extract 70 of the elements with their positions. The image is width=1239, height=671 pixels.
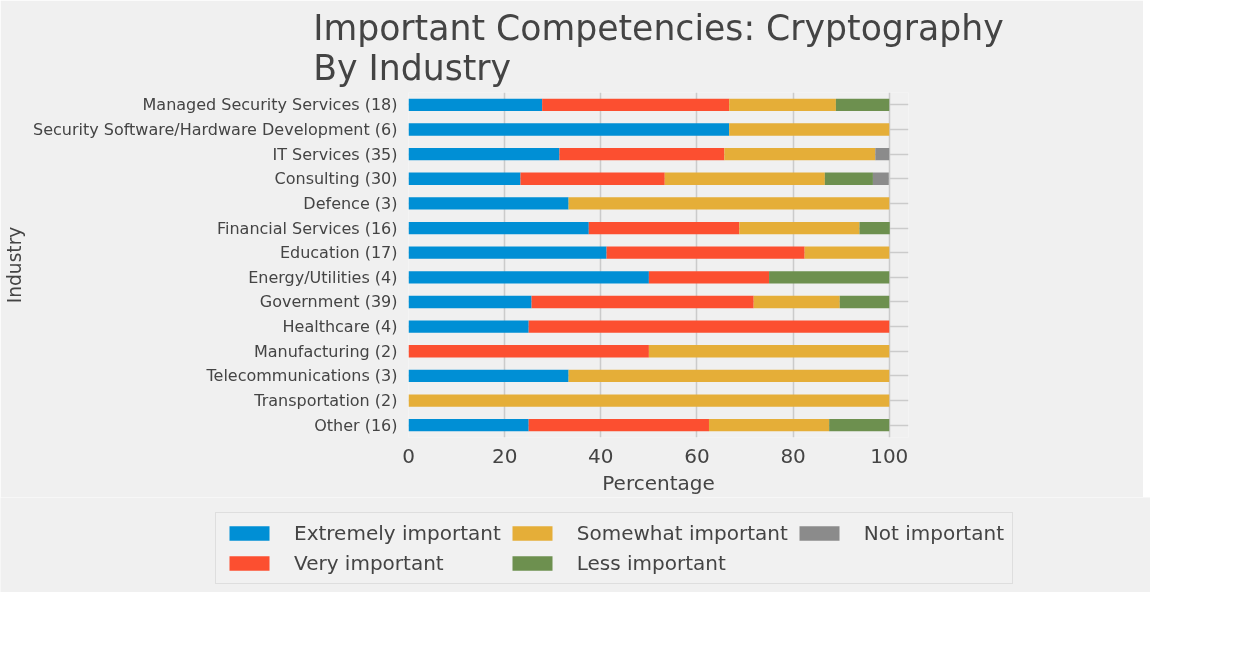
bar <box>708 419 830 432</box>
bar <box>408 320 529 333</box>
y-tick-label: Consulting (30) <box>274 169 398 189</box>
y-tick-label: Transportation (2) <box>253 391 398 411</box>
bar <box>769 271 890 284</box>
bar <box>824 172 873 185</box>
bar <box>408 295 532 309</box>
bar <box>839 295 890 309</box>
chart-title: Important Competencies: Cryptography By Industry <box>313 7 1004 88</box>
legend-label: Extremely important <box>294 521 501 545</box>
bar <box>648 345 890 358</box>
bar <box>408 271 649 284</box>
bar <box>531 295 754 309</box>
bar <box>408 197 569 210</box>
bar <box>408 123 730 136</box>
bar <box>528 419 709 432</box>
bar <box>588 221 740 235</box>
bar <box>408 345 649 358</box>
bar <box>408 172 521 185</box>
bar <box>835 98 890 111</box>
y-tick-label: Security Software/Hardware Development (6) <box>32 119 398 139</box>
bar <box>568 197 890 210</box>
bar <box>606 246 805 259</box>
y-tick-label: Government (39) <box>259 292 398 312</box>
y-tick-label: Education (17) <box>279 243 398 263</box>
bar <box>664 172 825 185</box>
x-tick-label: 0 <box>402 443 415 468</box>
x-axis-title: Percentage <box>602 470 715 495</box>
bar <box>859 221 890 235</box>
bar <box>729 98 836 111</box>
bar <box>408 419 529 432</box>
y-tick-label: IT Services (35) <box>272 144 398 164</box>
bar <box>804 246 890 259</box>
y-tick-label: Manufacturing (2) <box>253 341 398 361</box>
bar <box>408 394 890 407</box>
bar <box>753 295 840 309</box>
bar <box>875 147 890 161</box>
bar <box>408 369 569 383</box>
y-tick-label: Energy/Utilities (4) <box>248 267 398 287</box>
x-tick-label: 80 <box>780 443 806 468</box>
y-tick-label: Healthcare (4) <box>282 317 398 337</box>
legend-label: Not important <box>863 521 1004 545</box>
bar <box>520 172 665 185</box>
bar <box>648 271 770 284</box>
y-tick-label: Defence (3) <box>303 193 398 213</box>
bar <box>829 419 890 432</box>
bar <box>408 221 589 235</box>
y-tick-label: Managed Security Services (18) <box>142 95 398 115</box>
bar <box>408 147 560 161</box>
x-tick-label: 20 <box>491 443 518 468</box>
x-tick-label: 40 <box>588 443 614 468</box>
bar <box>724 147 876 161</box>
y-axis-title: Industry <box>3 226 25 304</box>
bar <box>408 246 607 259</box>
legend-label: Somewhat important <box>576 521 788 545</box>
bar <box>528 320 890 333</box>
bar <box>729 123 890 136</box>
legend-label: Very important <box>294 551 444 575</box>
y-tick-label: Other (16) <box>314 415 398 435</box>
y-tick-label: Telecommunications (3) <box>205 366 398 386</box>
x-tick-label: 60 <box>684 443 710 468</box>
bar <box>408 98 543 111</box>
y-tick-label: Financial Services (16) <box>216 218 398 238</box>
bar <box>739 221 860 235</box>
legend-label: Less important <box>576 551 726 575</box>
x-tick-label: 100 <box>870 443 909 468</box>
bar <box>872 172 889 185</box>
bar <box>568 369 890 383</box>
bar <box>542 98 730 111</box>
bar <box>559 147 725 161</box>
